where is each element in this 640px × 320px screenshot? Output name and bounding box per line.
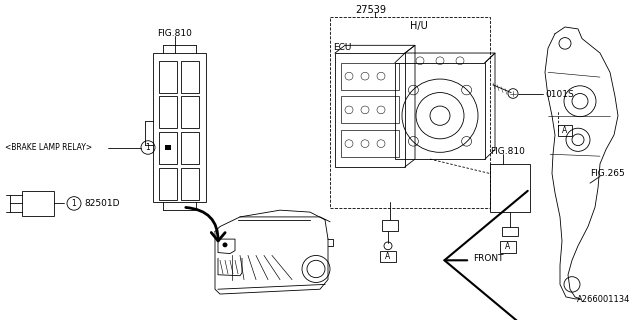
Bar bbox=[181, 61, 199, 92]
Text: A: A bbox=[563, 126, 568, 135]
Bar bbox=[558, 125, 572, 136]
Text: ECU: ECU bbox=[333, 44, 351, 52]
Bar bbox=[502, 227, 518, 236]
Bar bbox=[341, 63, 399, 90]
Text: FRONT: FRONT bbox=[473, 253, 504, 262]
Bar bbox=[380, 251, 396, 262]
Bar bbox=[500, 241, 516, 252]
Bar bbox=[330, 17, 490, 208]
Text: 27539: 27539 bbox=[355, 5, 386, 15]
Bar bbox=[382, 220, 398, 231]
Bar bbox=[159, 168, 177, 200]
Text: FIG.810: FIG.810 bbox=[490, 147, 525, 156]
Text: H/U: H/U bbox=[410, 21, 428, 31]
Text: 0101S: 0101S bbox=[545, 90, 573, 99]
Text: A: A bbox=[385, 252, 390, 261]
Text: A: A bbox=[506, 242, 511, 251]
Bar bbox=[341, 96, 399, 124]
Bar bbox=[490, 164, 530, 212]
Bar bbox=[181, 168, 199, 200]
Bar bbox=[181, 96, 199, 128]
Text: FIG.810: FIG.810 bbox=[157, 29, 192, 38]
Bar bbox=[22, 191, 54, 216]
Bar bbox=[165, 145, 171, 150]
Text: FIG.265: FIG.265 bbox=[590, 169, 625, 178]
Bar bbox=[341, 130, 399, 157]
Bar bbox=[335, 53, 405, 167]
Bar bbox=[181, 132, 199, 164]
Text: <BRAKE LAMP RELAY>: <BRAKE LAMP RELAY> bbox=[5, 143, 92, 152]
FancyArrowPatch shape bbox=[186, 207, 225, 241]
Bar bbox=[395, 63, 485, 159]
Text: A266001134: A266001134 bbox=[577, 295, 630, 304]
Bar bbox=[153, 53, 206, 203]
Bar bbox=[159, 61, 177, 92]
Text: 1: 1 bbox=[146, 143, 150, 152]
Text: 82501D: 82501D bbox=[84, 199, 120, 208]
Bar bbox=[159, 132, 177, 164]
Text: 1: 1 bbox=[72, 199, 76, 208]
Bar bbox=[159, 96, 177, 128]
Circle shape bbox=[223, 243, 227, 247]
